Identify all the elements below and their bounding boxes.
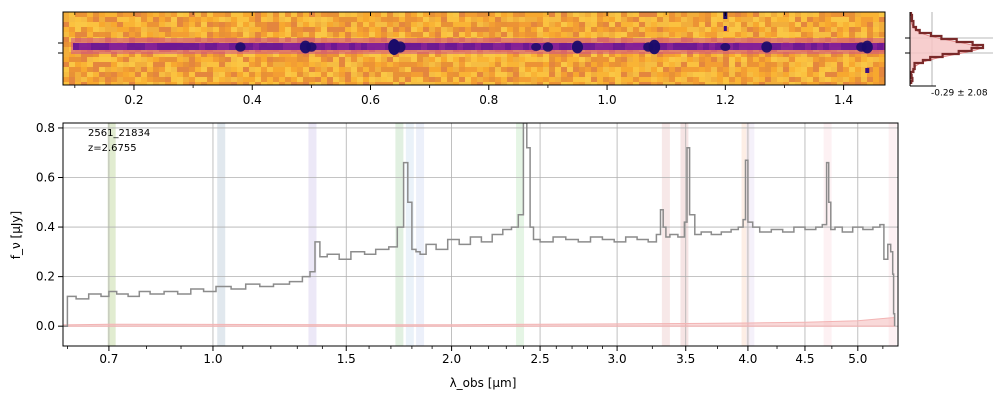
2d-spectrum-y-ticks [58,42,63,54]
y-tick-label: 0.6 [36,171,55,185]
trace-core [73,43,885,50]
line-marker-band [395,123,404,346]
artifact-mid [723,26,727,31]
y-tick-label: 0.2 [36,270,55,284]
1d-spectrum-y-axis: 0.0 0.2 0.4 0.6 0.8 [36,121,63,333]
x-tick-label: 3.0 [608,352,627,366]
x-tick-label: 4.5 [795,352,814,366]
grid-lines [63,123,898,346]
x-tick-label: 5.0 [848,352,867,366]
emission-knot [861,40,873,54]
object-id-label: 2561_21834 [88,128,150,139]
y-tick-label: 0.8 [36,121,55,135]
2d-spectrum-frame [62,11,886,86]
2d-x-tick-label: 1.2 [716,93,735,107]
line-marker-band [741,123,750,346]
x-axis-label: λ_obs [μm] [450,376,517,390]
line-marker-band [823,123,832,346]
2d-spectrum-x-axis: 0.2 0.4 0.6 0.8 1.0 1.2 1.4 [74,12,853,107]
noise-histogram-panel: -0.29 ± 2.08 [905,12,993,99]
2d-x-tick-label: 0.6 [361,93,380,107]
1d-spectrum-panel: 0.7 1.0 1.5 2.0 2.5 3.0 3.5 4.0 4.5 5.0 0.0 0.2 0.4… [9,121,899,390]
emission-knot [571,40,584,54]
y-axis-label: f_ν [μJy] [9,211,23,259]
2d-x-tick-label: 0.8 [479,93,498,107]
2d-x-tick-label: 1.0 [598,93,617,107]
2d-spectrum-panel: 0.2 0.4 0.6 0.8 1.0 1.2 1.4 [58,11,886,107]
2d-x-tick-label: 0.2 [124,93,143,107]
emission-knot [531,43,542,51]
histogram-steps [910,12,985,84]
2d-x-tick-label: 0.4 [243,93,262,107]
2d-x-tick-label: 1.4 [834,93,853,107]
1d-spectrum-frame [62,122,899,347]
emission-knot [648,39,661,55]
line-marker-band [308,123,317,346]
line-marker-band [217,123,226,346]
x-tick-label: 1.0 [203,352,222,366]
x-tick-label: 2.5 [531,352,550,366]
line-marker-band [516,123,525,346]
line-marker-band [405,123,414,346]
x-tick-label: 0.7 [99,352,118,366]
x-tick-label: 3.5 [676,352,695,366]
x-tick-label: 4.0 [738,352,757,366]
1d-spectrum-x-axis: 0.7 1.0 1.5 2.0 2.5 3.0 3.5 4.0 4.5 5.0 [67,346,884,366]
line-marker-band [107,123,116,346]
line-marker-band [746,123,755,346]
emission-knot [542,42,554,52]
emission-knot [235,42,246,52]
flux-spectrum-line [63,123,896,327]
line-marker-band [416,123,425,346]
x-tick-label: 1.5 [337,352,356,366]
histogram-annotation: -0.29 ± 2.08 [931,89,988,99]
emission-knot [394,41,406,53]
emission-knot [306,42,317,52]
x-tick-label: 2.0 [442,352,461,366]
emission-knot [761,41,773,53]
emission-knot [720,43,731,51]
2d-spectrum-heatmap [63,12,885,85]
redshift-label: z=2.6755 [88,143,137,154]
y-tick-label: 0.4 [36,220,55,234]
error-band [63,316,896,327]
y-tick-label: 0.0 [36,319,55,333]
line-marker-band [888,123,897,346]
artifact-bottom [865,68,870,73]
